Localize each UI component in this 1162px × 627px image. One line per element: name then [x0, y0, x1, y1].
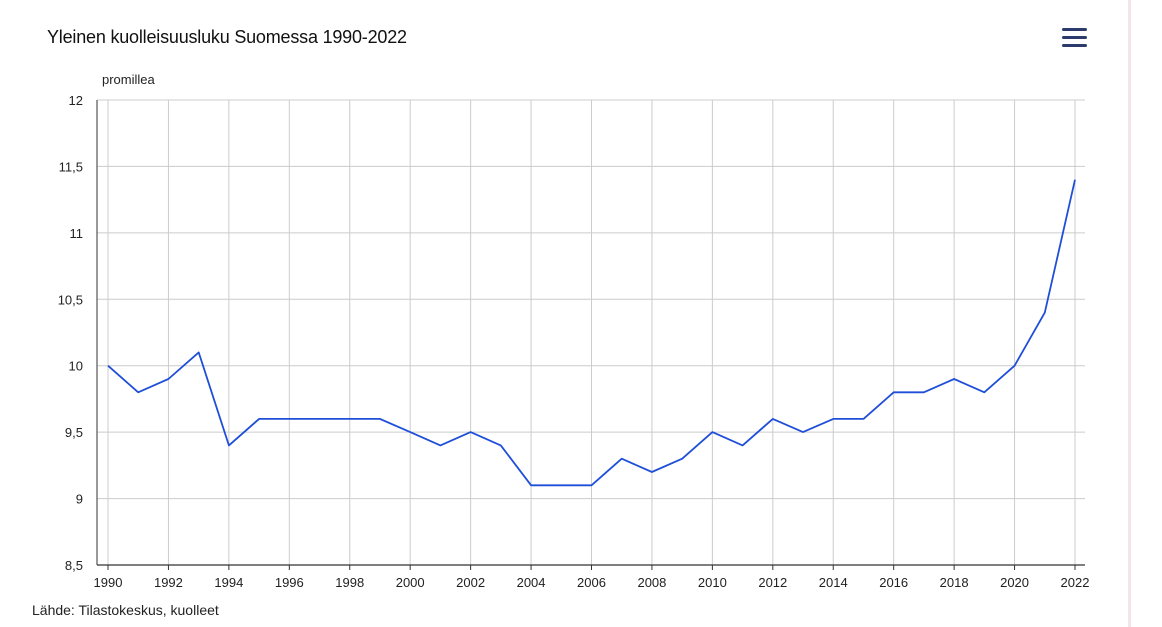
- source-note: Lähde: Tilastokeskus, kuolleet: [32, 602, 219, 618]
- x-tick-label: 1998: [335, 575, 364, 590]
- menu-icon-line: [1062, 28, 1087, 31]
- x-tick-label: 2002: [456, 575, 485, 590]
- x-tick-label: 2018: [940, 575, 969, 590]
- x-tick-label: 1996: [275, 575, 304, 590]
- y-tick-label: 9: [76, 492, 83, 507]
- y-tick-label: 11,5: [59, 159, 83, 174]
- x-tick-label: 2000: [396, 575, 425, 590]
- axes: [96, 100, 1085, 570]
- y-axis-unit-label: promillea: [102, 72, 156, 87]
- y-tick-label: 11: [70, 226, 84, 241]
- page-scroll-edge: [1126, 0, 1162, 627]
- x-tick-label: 1990: [94, 575, 123, 590]
- vertical-gridlines: [107, 100, 1076, 565]
- y-tick-label: 10: [69, 359, 83, 374]
- y-tick-labels: 8,5 9 9,5 10 10,5 11 11,5 12: [58, 93, 83, 573]
- hamburger-menu-icon[interactable]: [1058, 24, 1092, 54]
- series-group: [107, 179, 1076, 487]
- chart-title: Yleinen kuolleisuusluku Suomessa 1990-20…: [47, 27, 407, 47]
- scroll-edge-bar: [1128, 0, 1131, 627]
- x-tick-label: 2014: [819, 575, 848, 590]
- x-tick-label: 2010: [698, 575, 727, 590]
- x-tick-label: 1994: [214, 575, 243, 590]
- menu-icon-line: [1062, 36, 1087, 39]
- x-tick-label: 2012: [758, 575, 787, 590]
- x-tick-label: 2022: [1061, 575, 1090, 590]
- y-tick-label: 12: [69, 93, 83, 108]
- y-tick-label: 8,5: [65, 558, 83, 573]
- x-tick-label: 2004: [517, 575, 546, 590]
- menu-icon-line: [1062, 44, 1087, 47]
- y-tick-label: 9,5: [65, 425, 83, 440]
- x-tick-labels: 1990 1992 1994 1996 1998 2000 2002 2004 2006 2008…: [94, 575, 1090, 590]
- x-tick-label: 2006: [577, 575, 606, 590]
- x-tick-label: 2008: [637, 575, 666, 590]
- chart-card: Yleinen kuolleisuusluku Suomessa 1990-20…: [32, 24, 1092, 618]
- x-tick-label: 1992: [154, 575, 183, 590]
- x-tick-label: 2020: [1000, 575, 1029, 590]
- x-tick-label: 2016: [879, 575, 908, 590]
- y-tick-label: 10,5: [58, 292, 83, 307]
- series-line: [107, 179, 1076, 487]
